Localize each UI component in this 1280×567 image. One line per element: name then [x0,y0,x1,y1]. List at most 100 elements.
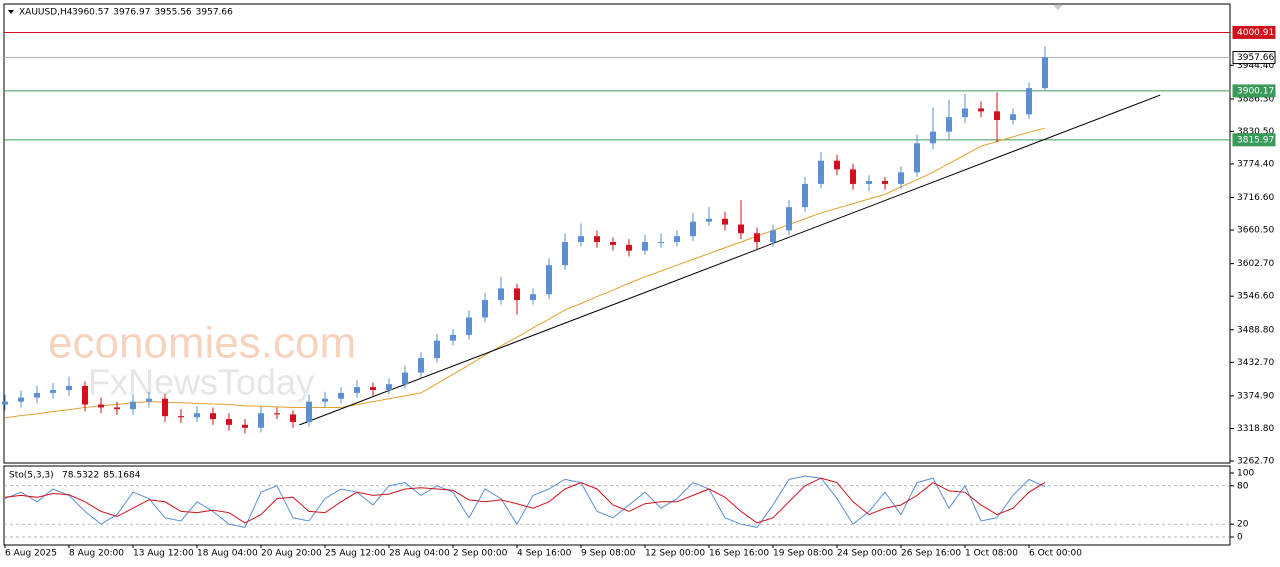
x-tick-label: 12 Sep 00:00 [645,549,705,559]
candle-body [338,392,344,399]
candle-body [818,160,824,184]
stochastic-line [4,477,1046,524]
candle-body [562,241,568,266]
level-label: 3957.66 [1237,53,1274,63]
y-tick-label: 3602.70 [1237,259,1274,269]
y-tick-label: 3262.70 [1237,457,1274,467]
candle-body [466,317,472,335]
candle-body [386,384,392,391]
trendline [299,94,1161,426]
y-tick-label: 20 [1237,520,1249,530]
stochastic-line [4,475,1046,528]
candle-body [1026,88,1032,115]
candle-body [514,288,520,301]
candle-body [402,372,408,385]
x-tick-label: 1 Oct 08:00 [965,549,1018,559]
symbol: XAUUSD,H4 [19,8,73,18]
level-label-box [1232,84,1276,98]
candle-body [1042,57,1048,89]
price-panel [3,3,1231,464]
x-tick-label: 18 Aug 04:00 [197,549,258,559]
x-tick-label: 4 Sep 16:00 [517,549,572,559]
candle-body [98,404,104,408]
y-tick-label: 3432.70 [1237,358,1274,368]
header-value: 3960.57 [72,8,109,18]
x-tick-label: 6 Oct 00:00 [1029,549,1082,559]
x-tick-label: 19 Sep 08:00 [773,549,833,559]
x-tick-label: 20 Aug 20:00 [261,549,322,559]
candle-body [834,160,840,170]
candle-body [770,230,776,242]
x-tick-label: 6 Aug 2025 [5,549,57,559]
candle-body [642,241,648,251]
candle-body [850,169,856,184]
candle-body [914,143,920,173]
candle-body [578,236,584,242]
candle-body [610,241,616,245]
candle-body [82,385,88,405]
x-tick-label: 2 Sep 00:00 [453,549,508,559]
candle-body [18,397,24,402]
candle-body [290,414,296,422]
y-tick-label: 0 [1237,532,1243,542]
candle-body [2,401,8,405]
x-tick-label: 28 Aug 04:00 [389,549,450,559]
candle-body [866,181,872,184]
candle-body [178,416,184,418]
candle-body [418,358,424,373]
x-tick-label: 13 Aug 12:00 [133,549,194,559]
candle-body [66,385,72,391]
watermark: economies.com [48,319,356,368]
candle-body [754,233,760,242]
candle-body [306,401,312,422]
candle-body [226,419,232,425]
header-value: 3976.97 [113,8,150,18]
y-tick-label: 3944.40 [1237,61,1274,71]
x-tick-label: 9 Sep 08:00 [581,549,636,559]
candle-body [114,407,120,410]
y-tick-label: 3774.40 [1237,159,1274,169]
header-value: 3955.56 [154,8,191,18]
candle-body [978,108,984,112]
y-tick-label: 3318.80 [1237,424,1274,434]
candle-body [1010,114,1016,121]
y-tick-label: 100 [1237,468,1254,478]
scroll-marker [1053,5,1063,10]
candle-body [322,398,328,402]
candle-body [658,241,664,243]
header-value: 3957.66 [196,8,233,18]
candle-body [450,334,456,341]
candle-body [690,221,696,237]
candle-body [898,172,904,184]
candle-body [242,424,248,428]
y-tick-label: 3830.50 [1237,127,1274,137]
x-tick-label: 26 Sep 16:00 [901,549,961,559]
candle-body [274,413,280,415]
x-tick-label: 25 Aug 12:00 [325,549,386,559]
moving-average [4,127,1046,419]
level-label-box [1232,25,1276,39]
candle-body [130,401,136,410]
candle-body [946,117,952,132]
candle-body [498,288,504,301]
candle-body [210,413,216,420]
indicator-value: 85.1684 [103,471,140,481]
y-tick-label: 3546.60 [1237,292,1274,302]
watermark: FxNewsToday [88,362,314,403]
x-tick-label: 16 Sep 16:00 [709,549,769,559]
x-tick-label: 24 Sep 00:00 [837,549,897,559]
candle-body [146,398,152,402]
level-label: 3900.17 [1237,86,1274,96]
y-tick-label: 3488.80 [1237,325,1274,335]
candle-body [354,387,360,393]
y-tick-label: 80 [1237,481,1249,491]
y-tick-label: 3660.50 [1237,226,1274,236]
candle-body [258,413,264,428]
candle-body [594,236,600,242]
x-tick-label: 8 Aug 20:00 [69,549,124,559]
menu-arrow[interactable] [8,10,14,14]
level-label-box [1232,51,1276,65]
level-label: 3815.97 [1237,135,1274,145]
